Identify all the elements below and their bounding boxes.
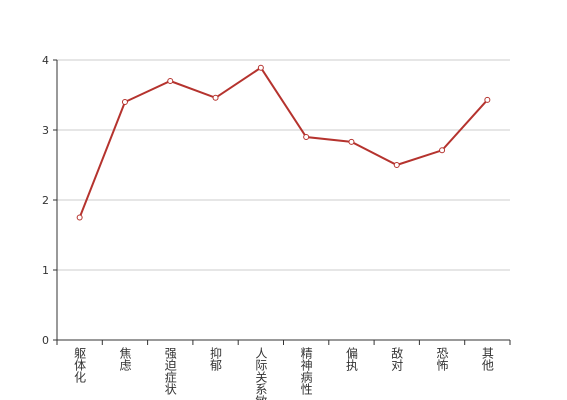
point bbox=[257, 64, 264, 71]
x-tick-label: 强迫症状 bbox=[163, 347, 177, 395]
point bbox=[167, 78, 174, 84]
x-tick-label: 精神病性 bbox=[299, 347, 313, 396]
point bbox=[484, 96, 491, 103]
point bbox=[348, 138, 355, 145]
x-tick-label: 躯体化 bbox=[73, 346, 87, 384]
y-tick-label: 4 bbox=[42, 54, 49, 67]
point bbox=[439, 147, 446, 154]
x-tick-label: 人际关系敏感 bbox=[254, 347, 268, 400]
point bbox=[393, 162, 400, 168]
point bbox=[303, 134, 310, 140]
point bbox=[76, 214, 83, 221]
x-tick-label: 抑郁 bbox=[209, 346, 223, 372]
y-tick-label: 0 bbox=[42, 334, 49, 347]
x-tick-label: 其他 bbox=[480, 347, 494, 371]
point bbox=[121, 99, 128, 105]
x-tick-label: 敌对 bbox=[390, 346, 404, 371]
y-tick-label: 1 bbox=[42, 264, 49, 277]
y-tick-label: 3 bbox=[42, 124, 49, 137]
x-tick-label: 恐怖 bbox=[435, 347, 449, 371]
x-tick-label: 偏执 bbox=[344, 346, 358, 372]
y-tick-label: 2 bbox=[42, 194, 49, 207]
point bbox=[212, 94, 219, 101]
x-tick-label: 焦虑 bbox=[118, 347, 132, 371]
line bbox=[78, 66, 489, 218]
